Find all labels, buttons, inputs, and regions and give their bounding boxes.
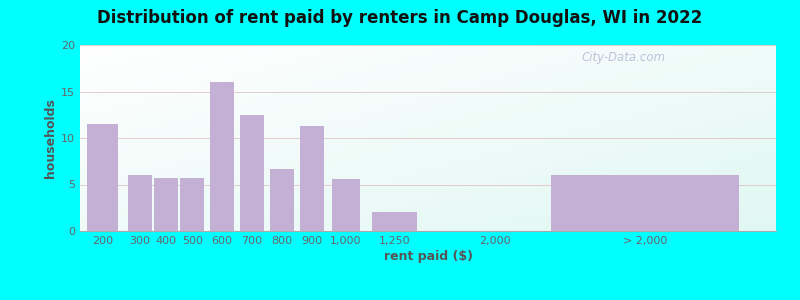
Bar [551,175,738,231]
Text: Distribution of rent paid by renters in Camp Douglas, WI in 2022: Distribution of rent paid by renters in … [98,9,702,27]
Bar [300,126,324,231]
X-axis label: rent paid ($): rent paid ($) [383,250,473,263]
Bar [128,175,152,231]
Bar [372,212,417,231]
Bar [270,169,294,231]
Bar [240,115,264,231]
Bar [210,82,234,231]
Bar [86,124,118,231]
Text: City-Data.com: City-Data.com [581,51,666,64]
Y-axis label: households: households [44,98,57,178]
Bar [180,178,205,231]
Bar [332,179,360,231]
Bar [154,178,178,231]
